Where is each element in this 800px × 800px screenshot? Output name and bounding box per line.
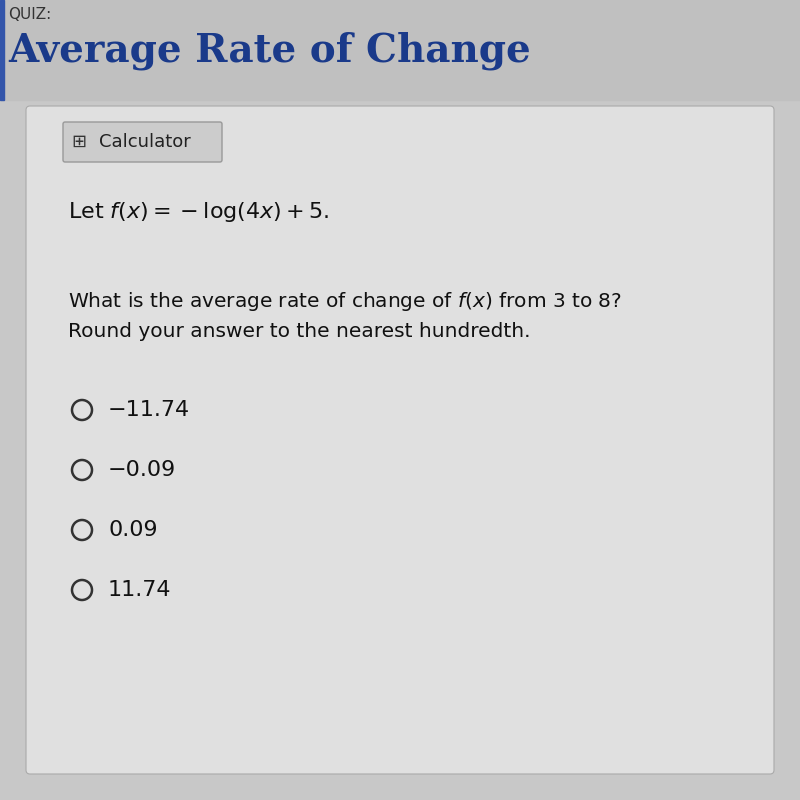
Text: QUIZ:: QUIZ:	[8, 7, 51, 22]
Text: Calculator: Calculator	[99, 133, 191, 151]
Text: What is the average rate of change of $f(x)$ from 3 to 8?: What is the average rate of change of $f…	[68, 290, 622, 313]
Text: −11.74: −11.74	[108, 400, 190, 420]
Text: Average Rate of Change: Average Rate of Change	[8, 32, 530, 70]
FancyBboxPatch shape	[63, 122, 222, 162]
FancyBboxPatch shape	[26, 106, 774, 774]
Text: 0.09: 0.09	[108, 520, 158, 540]
Text: ⊞: ⊞	[71, 133, 86, 151]
Bar	[0, 0, 800, 100]
Text: Round your answer to the nearest hundredth.: Round your answer to the nearest hundred…	[68, 322, 530, 341]
Text: −0.09: −0.09	[108, 460, 176, 480]
Text: Let $f(x) = -\log(4x) + 5.$: Let $f(x) = -\log(4x) + 5.$	[68, 200, 330, 224]
Bar	[0, 0, 4, 100]
Text: 11.74: 11.74	[108, 580, 171, 600]
